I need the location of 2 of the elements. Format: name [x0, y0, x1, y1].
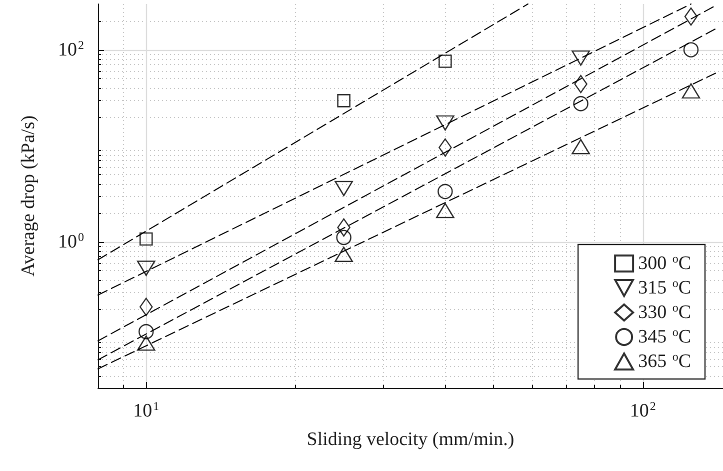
y-axis-title: Average drop (kPa/s) — [18, 115, 39, 277]
x-axis-title: Sliding velocity (mm/min.) — [306, 429, 514, 450]
